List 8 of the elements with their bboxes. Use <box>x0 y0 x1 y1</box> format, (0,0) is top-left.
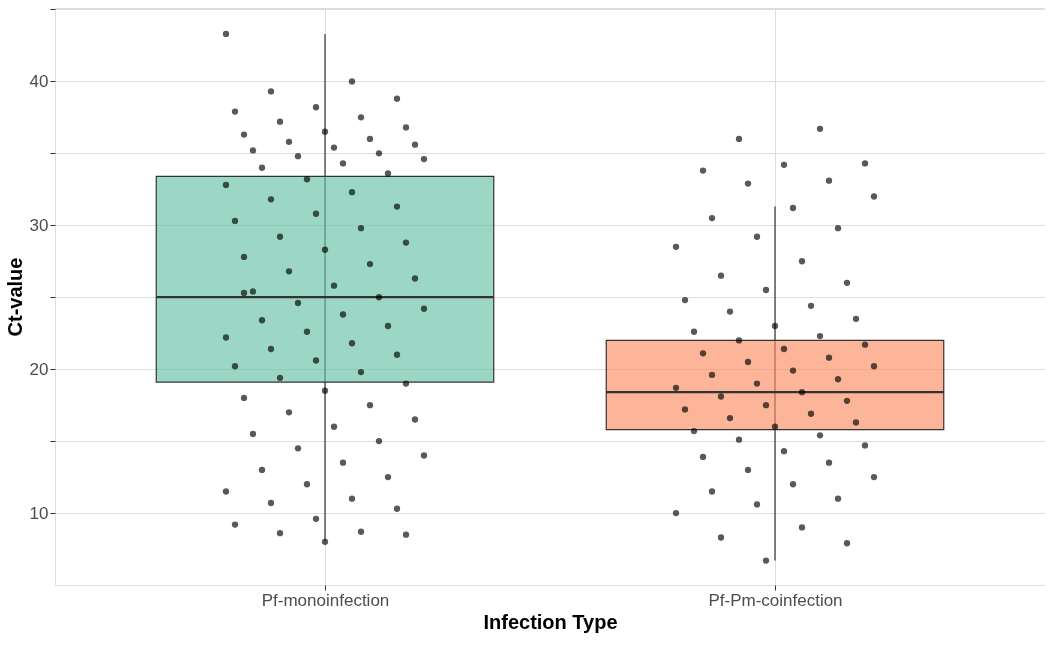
y-axis-title: Ct-value <box>3 257 26 337</box>
y-tick-label: 30 <box>29 215 49 235</box>
y-tick-label: 20 <box>29 359 49 379</box>
y-tick-label: 10 <box>29 503 49 523</box>
x-axis-title: Infection Type <box>483 610 618 633</box>
y-tick-label: 40 <box>29 71 49 91</box>
x-tick-label: Pf-monoinfection <box>261 590 390 610</box>
x-tick-label: Pf-Pm-coinfection <box>708 590 843 610</box>
